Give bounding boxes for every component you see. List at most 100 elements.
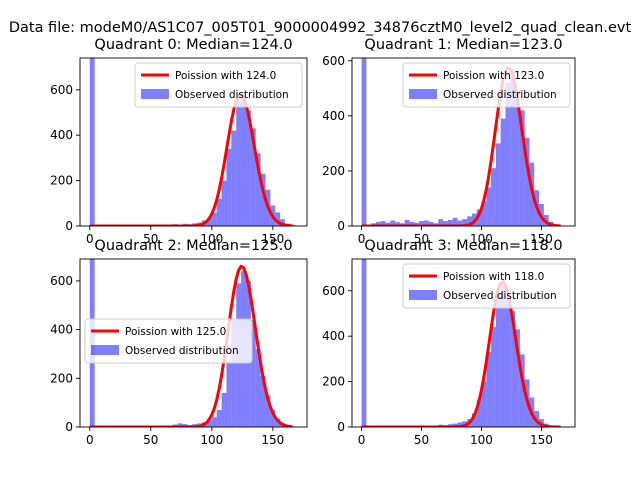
observed-bar [250, 128, 256, 226]
legend-observed-swatch [141, 89, 169, 99]
observed-bar [255, 349, 261, 427]
observed-bar [495, 293, 501, 427]
observed-bar [462, 219, 468, 226]
observed-bar [476, 399, 482, 427]
observed-bar [481, 381, 487, 427]
y-tick-label: 200 [50, 371, 73, 385]
observed-bar-zero [361, 259, 367, 427]
observed-bar [409, 221, 415, 226]
legend-box [402, 263, 571, 309]
observed-bar [211, 212, 217, 226]
legend-box [84, 318, 253, 364]
observed-bar [481, 201, 487, 226]
observed-bar [467, 216, 472, 226]
poisson-curve [361, 280, 561, 427]
observed-bar [260, 173, 266, 226]
legend-box [134, 62, 303, 108]
observed-bar [177, 423, 183, 427]
legend-observed-swatch [409, 290, 437, 300]
observed-bar [385, 222, 391, 226]
axes-frame [79, 258, 308, 428]
observed-bar [245, 110, 251, 226]
observed-bar [491, 327, 496, 427]
observed-bar-zero [89, 58, 95, 226]
y-tick-label: 400 [50, 323, 73, 337]
y-tick-label: 0 [337, 420, 345, 434]
y-tick-label: 400 [322, 109, 345, 123]
quadrant-title: Quadrant 1: Median=123.0 [364, 37, 562, 53]
y-tick-label: 0 [65, 420, 73, 434]
legend-observed-swatch [409, 89, 437, 99]
observed-bar [221, 392, 227, 427]
observed-bar [395, 222, 400, 226]
x-tick-label: 100 [470, 433, 493, 447]
observed-bar [221, 180, 227, 226]
observed-bar [231, 130, 237, 226]
x-tick-label: 100 [200, 433, 223, 447]
observed-bar [500, 281, 506, 427]
observed-bar [255, 153, 261, 226]
y-tick-label: 0 [337, 219, 345, 233]
quadrant-2-axes: 0 50 100 150 0 200 400 600 Quadrant 2: Median=12… [50, 238, 308, 447]
quadrant-3-axes: 0 50 100 150 0 200 400 600 Quadrant 3: Median=11… [322, 238, 576, 447]
y-tick-label: 600 [322, 54, 345, 68]
legend: Poission with 118.0 Observed distribution [402, 263, 571, 309]
x-tick-label: 100 [470, 232, 493, 246]
observed-bar [275, 212, 281, 226]
observed-bar [452, 217, 458, 226]
quadrant-title: Quadrant 3: Median=118.0 [364, 238, 562, 254]
x-tick-label: 0 [358, 433, 366, 447]
observed-bar [375, 221, 381, 226]
legend-poisson-label: Poission with 123.0 [443, 70, 544, 82]
observed-bar [505, 82, 511, 226]
observed-bar [250, 319, 256, 427]
x-tick-label: 100 [200, 232, 223, 246]
observed-bar [390, 220, 396, 226]
legend-observed-label: Observed distribution [443, 89, 557, 101]
observed-bar [275, 418, 281, 427]
quadrant-1-plot-area [361, 58, 561, 226]
observed-bar [519, 354, 525, 427]
y-tick-label: 600 [50, 83, 73, 97]
observed-bar [236, 98, 242, 226]
observed-bar [206, 218, 212, 226]
observed-bar [414, 222, 420, 226]
observed-bar [486, 352, 492, 427]
observed-bar [457, 220, 463, 226]
y-tick-label: 0 [65, 219, 73, 233]
observed-bar [265, 395, 271, 427]
observed-bar [510, 311, 516, 427]
observed-bar [216, 409, 222, 427]
axes-frame [79, 57, 308, 227]
observed-bar [515, 329, 520, 427]
observed-bar [476, 209, 482, 226]
y-tick-label: 600 [322, 284, 345, 298]
x-tick-label: 50 [414, 232, 429, 246]
x-tick-label: 150 [261, 433, 284, 447]
observed-bar [486, 187, 492, 226]
legend: Poission with 124.0 Observed distribution [134, 62, 303, 108]
observed-bar [241, 92, 246, 226]
legend-poisson-label: Poission with 118.0 [443, 271, 544, 283]
observed-bar [428, 221, 434, 226]
y-tick-label: 400 [322, 329, 345, 343]
x-tick-label: 150 [530, 232, 553, 246]
legend: Poission with 125.0 Observed distribution [84, 318, 253, 364]
legend-observed-label: Observed distribution [175, 89, 289, 101]
y-tick-label: 600 [50, 274, 73, 288]
legend-observed-swatch [91, 345, 119, 355]
observed-bar [447, 219, 453, 226]
observed-bar [260, 375, 266, 427]
observed-bar [438, 219, 444, 226]
observed-bar [500, 118, 506, 226]
observed-bar [226, 148, 232, 226]
observed-bar [211, 417, 217, 427]
observed-bar [510, 69, 516, 226]
x-tick-label: 150 [530, 433, 553, 447]
figure-suptitle: Data file: modeM0/AS1C07_005T01_90000049… [9, 20, 632, 36]
y-tick-label: 200 [322, 375, 345, 389]
observed-bar [515, 91, 520, 226]
x-tick-label: 150 [261, 232, 284, 246]
observed-bar [491, 168, 496, 226]
